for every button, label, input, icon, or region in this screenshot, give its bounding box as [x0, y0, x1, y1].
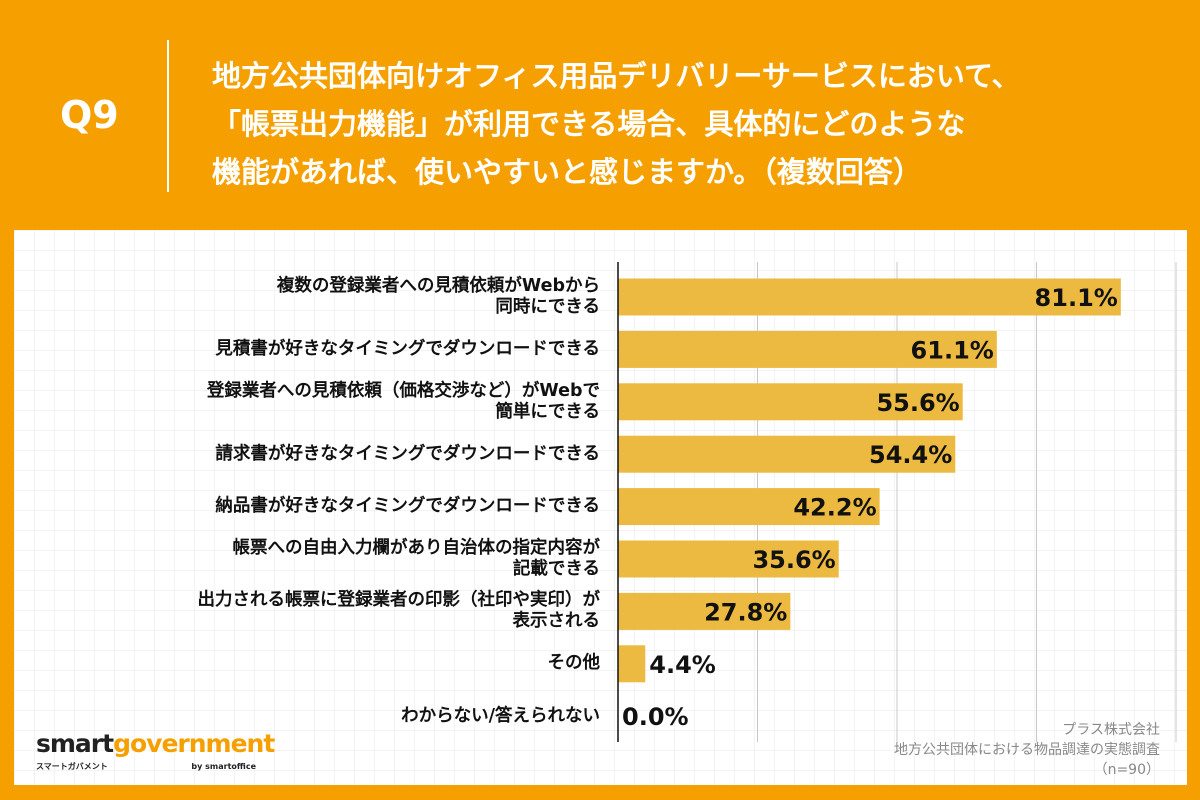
bar	[618, 540, 839, 578]
category-label: 納品書が好きなタイミングでダウンロードできる	[215, 496, 600, 517]
logo-text-government: government	[113, 729, 275, 758]
page-title: 地方公共団体向けオフィス用品デリバリーサービスにおいて、 「帳票出力機能」が利用…	[212, 59, 1021, 189]
data-label: 0.0%	[622, 703, 689, 731]
question-number: Q9	[60, 93, 119, 137]
bar	[618, 435, 956, 473]
category-label: 登録業者への見積依頼（価格交渉など）がWebで 簡単にできる	[206, 380, 600, 422]
data-label: 55.6%	[876, 389, 959, 417]
chart-panel	[14, 230, 1187, 785]
data-label: 81.1%	[1035, 284, 1118, 312]
category-label: 複数の登録業者への見積依頼がWebから 同時にできる	[276, 276, 600, 317]
source-n: （n=90）	[1093, 762, 1160, 778]
bar	[618, 278, 1121, 316]
category-label: 帳票への自由入力欄があり自治体の指定内容が 記載できる	[232, 538, 601, 579]
bar	[618, 488, 880, 526]
source-company: プラス株式会社	[1062, 722, 1160, 738]
data-label: 54.4%	[869, 441, 952, 469]
logo-text-smart: smart	[36, 729, 114, 758]
category-label: その他	[547, 653, 601, 674]
category-label: 請求書が好きなタイミングでダウンロードできる	[215, 443, 600, 464]
data-label: 61.1%	[911, 336, 994, 364]
source-note: プラス株式会社 地方公共団体における物品調達の実態調査 （n=90）	[894, 720, 1160, 780]
source-survey: 地方公共団体における物品調達の実態調査	[894, 742, 1160, 758]
category-label: 出力される帳票に登録業者の印影（社印や実印）が 表示される	[197, 590, 601, 632]
category-label: わからない/答えられない	[401, 705, 600, 726]
bar	[618, 383, 963, 421]
bar	[618, 592, 791, 630]
divider	[167, 40, 169, 192]
logo-by: by smartoffice	[191, 762, 256, 771]
smartgovernment-logo: smartgovernment スマートガバメント by smartoffice	[36, 730, 276, 772]
logo-kana: スマートガバメント	[36, 762, 108, 771]
data-label: 27.8%	[704, 598, 787, 626]
data-label: 42.2%	[793, 494, 876, 522]
bar	[618, 330, 997, 368]
category-label: 見積書が好きなタイミングでダウンロードできる	[215, 338, 600, 359]
bar	[618, 645, 646, 683]
data-label: 35.6%	[752, 546, 835, 574]
data-label: 4.4%	[649, 651, 716, 679]
